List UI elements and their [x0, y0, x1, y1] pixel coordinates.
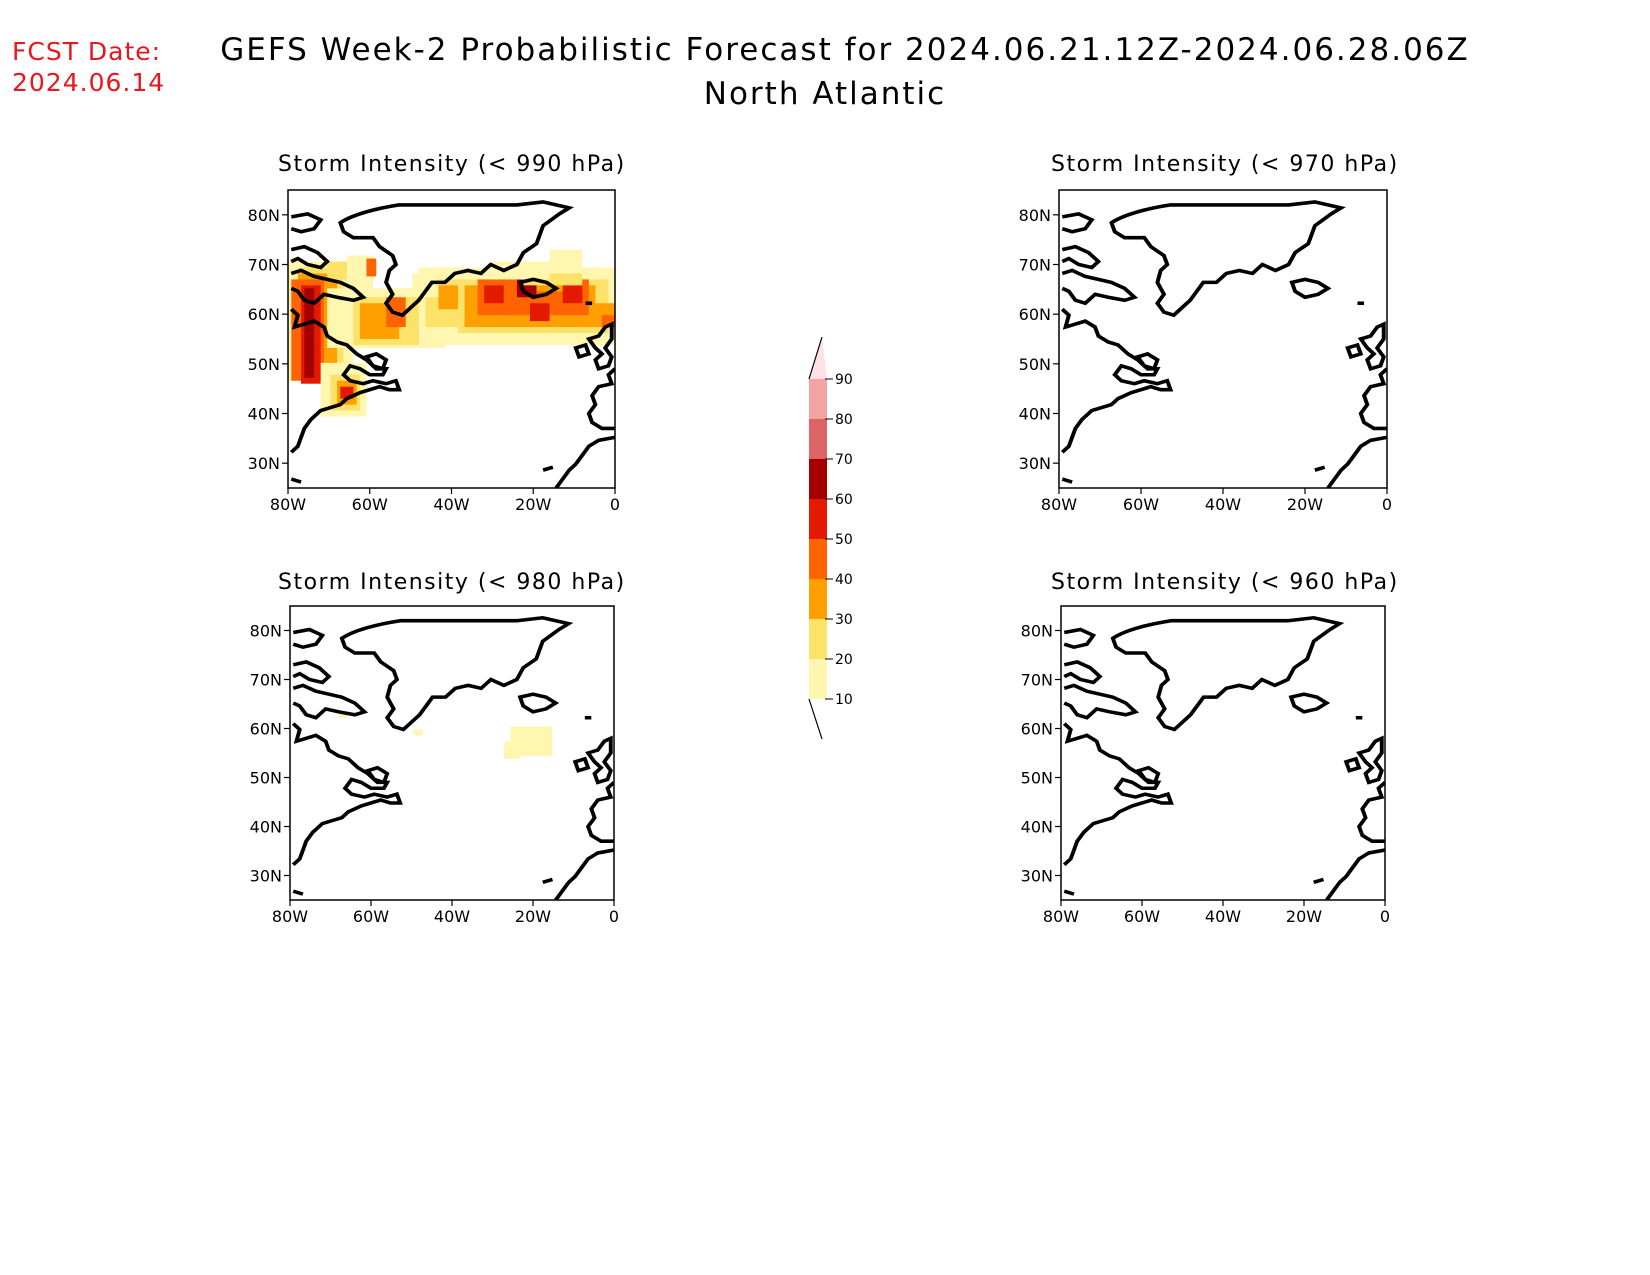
colorbar-swatch: [809, 459, 827, 499]
colorbar-tick-label: 90: [835, 372, 853, 388]
colorbar-swatch: [809, 379, 827, 419]
map-panel-960: 80N 70N 60N 50N 40N 30N 80W 60W 40W 20W 0: [1021, 605, 1390, 926]
colorbar-tick-label: 70: [835, 452, 853, 468]
lon-tick-label: 0: [609, 907, 619, 926]
lon-tick-label: 60W: [352, 495, 388, 514]
lat-tick-label: 40N: [250, 818, 282, 837]
lat-tick-label: 50N: [1021, 769, 1053, 788]
lon-tick-label: 0: [610, 495, 620, 514]
lon-tick-label: 40W: [433, 495, 469, 514]
probability-shade: [529, 303, 550, 322]
lon-tick-label: 60W: [1123, 495, 1159, 514]
panel-title-980: Storm Intensity (< 980 hPa): [278, 570, 626, 595]
colorbar-tick-label: 20: [835, 652, 853, 668]
lon-tick-label: 40W: [1205, 907, 1241, 926]
lon-tick-label: 40W: [1205, 495, 1241, 514]
colorbar-tick-label: 30: [835, 612, 853, 628]
colorbar-tick-label: 40: [835, 572, 853, 588]
lat-tick-label: 60N: [1021, 720, 1053, 739]
probability-shade: [327, 261, 347, 280]
lon-tick-label: 20W: [515, 495, 551, 514]
forecast-date-value: 2024.06.14: [12, 68, 166, 97]
lat-tick-label: 60N: [250, 720, 282, 739]
probability-shade: [413, 729, 423, 736]
colorbar-outline: [808, 336, 823, 740]
lon-tick-label: 20W: [1287, 495, 1323, 514]
lon-tick-label: 80W: [272, 907, 308, 926]
colorbar-tick-label: 10: [835, 692, 853, 708]
lon-tick-label: 80W: [1041, 495, 1077, 514]
lat-tick-label: 70N: [1019, 256, 1051, 275]
lon-tick-label: 20W: [515, 907, 551, 926]
forecast-date-label: FCST Date:: [12, 37, 162, 66]
page-title: GEFS Week-2 Probabilistic Forecast for 2…: [220, 32, 1470, 68]
lat-tick-label: 50N: [250, 769, 282, 788]
lat-tick-label: 70N: [1021, 671, 1053, 690]
panel-title-990: Storm Intensity (< 990 hPa): [278, 152, 626, 177]
lon-tick-label: 0: [1382, 495, 1392, 514]
colorbar-swatch: [809, 499, 827, 539]
map-frame: [1060, 605, 1386, 901]
lat-tick-label: 40N: [248, 405, 280, 424]
lat-tick-label: 70N: [250, 671, 282, 690]
lat-tick-label: 50N: [1019, 355, 1051, 374]
probability-shade: [601, 315, 615, 328]
colorbar-tick-label: 60: [835, 492, 853, 508]
probability-shade: [490, 261, 550, 280]
coastline: [1060, 199, 1387, 488]
lon-tick-label: 60W: [353, 907, 389, 926]
colorbar-swatch: [809, 699, 827, 739]
coastline: [291, 615, 614, 900]
lon-tick-label: 80W: [270, 495, 306, 514]
probability-shade: [484, 285, 504, 304]
map-panel-970: 80N 70N 60N 50N 40N 30N 80W 60W 40W 20W 0: [1019, 189, 1392, 514]
probability-shade: [412, 273, 439, 298]
lat-tick-label: 80N: [1019, 206, 1051, 225]
lon-tick-label: 20W: [1286, 907, 1322, 926]
lat-tick-label: 60N: [248, 305, 280, 324]
lat-tick-label: 30N: [1021, 867, 1053, 886]
forecast-date-block: FCST Date: 2024.06.14: [12, 36, 165, 98]
panel-title-970: Storm Intensity (< 970 hPa): [1051, 152, 1399, 177]
colorbar: 10 20 30 40 50 60 70 80 90: [808, 336, 853, 740]
colorbar-swatch: [809, 419, 827, 459]
map-frame: [289, 605, 615, 901]
lat-tick-label: 30N: [248, 454, 280, 473]
lat-tick-label: 80N: [248, 206, 280, 225]
probability-shade: [366, 258, 377, 277]
probability-shade: [549, 249, 583, 274]
lat-tick-label: 80N: [1021, 622, 1053, 641]
lat-tick-label: 60N: [1019, 305, 1051, 324]
probability-shade: [338, 711, 349, 718]
lon-tick-label: 40W: [434, 907, 470, 926]
colorbar-tick-label: 80: [835, 412, 853, 428]
region-title: North Atlantic: [703, 76, 947, 112]
lat-tick-label: 70N: [248, 256, 280, 275]
colorbar-tick-label: 50: [835, 532, 853, 548]
map-panel-990: 80N 70N 60N 50N 40N 30N 80W 60W 40W 20W 0: [248, 189, 620, 514]
lat-tick-label: 50N: [248, 355, 280, 374]
coastline: [1062, 615, 1385, 900]
colorbar-swatch: [809, 619, 827, 659]
map-panel-980: 80N 70N 60N 50N 40N 30N 80W 60W 40W 20W 0: [250, 605, 619, 926]
map-frame: [1058, 189, 1388, 489]
lon-tick-label: 80W: [1043, 907, 1079, 926]
probability-shade: [562, 285, 583, 304]
probability-shade: [340, 386, 354, 399]
probability-shade: [503, 741, 521, 759]
colorbar-swatch: [809, 659, 827, 699]
lat-tick-label: 30N: [1019, 454, 1051, 473]
lat-tick-label: 30N: [250, 867, 282, 886]
panel-title-960: Storm Intensity (< 960 hPa): [1051, 570, 1399, 595]
colorbar-swatch: [809, 579, 827, 619]
lon-tick-label: 0: [1380, 907, 1390, 926]
colorbar-swatch: [809, 539, 827, 579]
lat-tick-label: 40N: [1019, 405, 1051, 424]
probability-shade: [304, 288, 315, 378]
lat-tick-label: 80N: [250, 622, 282, 641]
lon-tick-label: 60W: [1124, 907, 1160, 926]
colorbar-swatch: [809, 337, 827, 379]
lat-tick-label: 40N: [1021, 818, 1053, 837]
